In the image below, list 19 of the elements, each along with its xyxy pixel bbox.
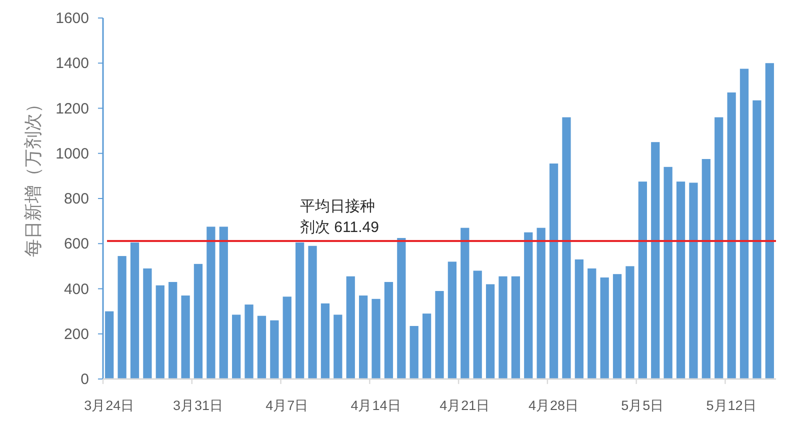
ref-line-label: 平均日接种剂次 611.49 — [300, 198, 379, 236]
y-tick-label: 600 — [64, 236, 89, 253]
x-tick-label: 4月7日 — [266, 398, 309, 413]
x-tick-label: 5月12日 — [706, 398, 757, 413]
x-tick-label: 3月24日 — [84, 398, 135, 413]
x-tick-label: 4月21日 — [440, 398, 490, 413]
ylabel: 每日新增（万剂次） — [23, 95, 43, 257]
y-tick-label: 1400 — [56, 55, 89, 72]
y-tick-label: 1000 — [56, 145, 89, 162]
x-tick-label: 4月28日 — [528, 398, 580, 413]
x-tick-label: 5月5日 — [621, 398, 664, 413]
y-tick-label: 0 — [80, 371, 89, 388]
x-tick-label: 3月31日 — [172, 398, 224, 413]
x-tick-label: 4月14日 — [350, 398, 402, 413]
y-tick-label: 1200 — [56, 100, 89, 118]
y-tick-label: 400 — [64, 280, 89, 298]
y-tick-label: 1600 — [56, 10, 89, 27]
y-tick-label: 800 — [64, 190, 89, 208]
y-tick-label: 200 — [64, 326, 89, 343]
